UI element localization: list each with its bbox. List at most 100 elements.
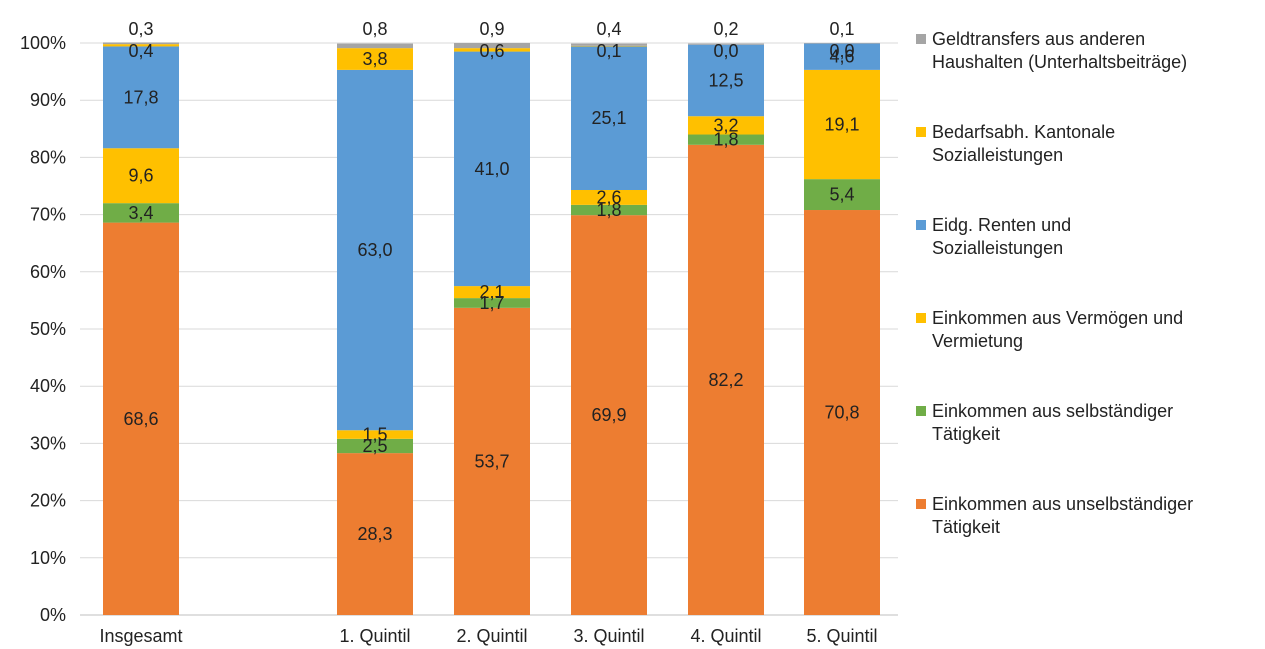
legend-swatch xyxy=(916,34,926,44)
y-tick-label: 40% xyxy=(30,376,66,396)
x-tick-label: 2. Quintil xyxy=(456,626,527,646)
legend-label-line: Sozialleistungen xyxy=(932,238,1064,258)
y-tick-label: 100% xyxy=(20,33,66,53)
legend-label-line: Einkommen aus unselbständiger xyxy=(932,494,1194,514)
data-label: 41,0 xyxy=(474,159,509,179)
legend-label-line: Tätigkeit xyxy=(932,424,1001,444)
x-axis: Insgesamt 1. Quintil 2. Quintil 3. Quintil 4… xyxy=(99,626,877,646)
bar-segment xyxy=(571,215,647,615)
bar-segment xyxy=(337,69,413,431)
data-label: 63,0 xyxy=(357,240,392,260)
bar-segment xyxy=(804,43,880,70)
y-tick-label: 90% xyxy=(30,90,66,110)
bar-segment xyxy=(454,307,530,615)
bar-segment xyxy=(337,453,413,615)
legend-swatch xyxy=(916,127,926,137)
bar-segment xyxy=(688,116,764,135)
data-label: 4,6 xyxy=(829,47,854,67)
legend-item: Geldtransfers aus anderen Haushalten (Unt… xyxy=(916,28,1187,74)
data-label: 82,2 xyxy=(708,370,743,390)
y-tick-label: 20% xyxy=(30,491,66,511)
data-label: 0,0 xyxy=(713,41,738,61)
data-label: 68,6 xyxy=(123,409,158,429)
bar-segment xyxy=(454,43,530,49)
legend-item: Eidg. Renten und Sozialleistungen xyxy=(916,214,1071,260)
data-label: 2,6 xyxy=(596,187,621,207)
data-label: 0,8 xyxy=(362,19,387,39)
legend-label: Bedarfsabh. Kantonale Sozialleistungen xyxy=(932,121,1115,167)
data-label: 5,4 xyxy=(829,185,854,205)
bar-segment xyxy=(103,44,179,47)
bar-segment xyxy=(337,430,413,439)
data-label: 1,7 xyxy=(479,293,504,313)
legend-label-line: Einkommen aus selbständiger xyxy=(932,401,1174,421)
x-tick-label: 3. Quintil xyxy=(573,626,644,646)
legend-label: Eidg. Renten und Sozialleistungen xyxy=(932,214,1071,260)
y-axis: 0% 10% 20% 30% 40% 50% 60% 70% 80% 90% 100% xyxy=(20,33,66,625)
bar-segment xyxy=(571,204,647,216)
data-label: 0,1 xyxy=(596,41,621,61)
legend-swatch xyxy=(916,220,926,230)
data-label: 53,7 xyxy=(474,451,509,471)
data-label: 69,9 xyxy=(591,405,626,425)
data-label: 25,1 xyxy=(591,108,626,128)
bar-segment xyxy=(103,42,179,45)
data-label: 2,1 xyxy=(479,282,504,302)
data-label: 12,5 xyxy=(708,70,743,90)
y-tick-label: 80% xyxy=(30,147,66,167)
legend-label: Einkommen aus selbständiger Tätigkeit xyxy=(932,400,1173,446)
legend-item: Bedarfsabh. Kantonale Sozialleistungen xyxy=(916,121,1115,167)
data-label: 19,1 xyxy=(824,115,859,135)
data-label: 0,4 xyxy=(596,19,621,39)
bar-segment xyxy=(688,43,764,45)
legend-item: Einkommen aus unselbständiger Tätigkeit xyxy=(916,493,1193,539)
data-label: 0,4 xyxy=(128,41,153,61)
bar-segment xyxy=(454,298,530,308)
data-label: 9,6 xyxy=(128,166,153,186)
legend-item: Einkommen aus Vermögen und Vermietung xyxy=(916,307,1183,353)
bar-segment xyxy=(103,148,179,204)
data-label: 2,5 xyxy=(362,436,387,456)
legend-label-line: Einkommen aus Vermögen und xyxy=(932,308,1184,328)
legend-swatch xyxy=(916,313,926,323)
legend-label: Einkommen aus unselbständiger Tätigkeit xyxy=(932,493,1193,539)
legend-label-line: Haushalten (Unterhaltsbeiträge) xyxy=(932,52,1188,72)
bar-segment xyxy=(688,144,764,616)
legend-label-line: Bedarfsabh. Kantonale xyxy=(932,122,1116,142)
bar-segment xyxy=(804,179,880,211)
bars xyxy=(103,42,880,616)
y-tick-label: 0% xyxy=(40,605,66,625)
data-label: 0,2 xyxy=(713,19,738,39)
legend-swatch xyxy=(916,406,926,416)
y-tick-label: 70% xyxy=(30,205,66,225)
bar-segment xyxy=(688,134,764,145)
data-label: 1,5 xyxy=(362,425,387,445)
legend-label: Geldtransfers aus anderen Haushalten (Unt… xyxy=(932,28,1187,74)
bar-segment xyxy=(337,48,413,70)
bar-segment xyxy=(571,190,647,205)
bar-segment xyxy=(571,43,647,46)
bar-segment xyxy=(337,438,413,454)
data-label: 70,8 xyxy=(824,403,859,423)
data-label: 0,3 xyxy=(128,19,153,39)
data-label: 3,2 xyxy=(713,115,738,135)
legend-label-line: Vermietung xyxy=(932,331,1024,351)
data-label: 0,6 xyxy=(479,41,504,61)
data-label: 3,8 xyxy=(362,49,387,69)
data-label: 3,4 xyxy=(128,203,153,223)
y-tick-label: 60% xyxy=(30,262,66,282)
data-labels: 68,63,49,617,80,40,328,32,51,563,03,80,8… xyxy=(123,19,859,544)
bar-segment xyxy=(103,203,179,223)
legend-label-line: Tätigkeit xyxy=(932,517,1001,537)
x-tick-label: Insgesamt xyxy=(99,626,182,646)
bar-segment xyxy=(103,46,179,149)
bar-segment xyxy=(103,222,179,615)
y-tick-label: 10% xyxy=(30,548,66,568)
bar-segment xyxy=(804,43,880,44)
legend-label-line: Sozialleistungen xyxy=(932,145,1064,165)
bar-segment xyxy=(454,286,530,299)
data-label: 1,8 xyxy=(713,130,738,150)
bar-segment xyxy=(804,69,880,180)
legend-label: Einkommen aus Vermögen und Vermietung xyxy=(932,307,1183,353)
legend-label-line: Geldtransfers aus anderen xyxy=(932,29,1146,49)
